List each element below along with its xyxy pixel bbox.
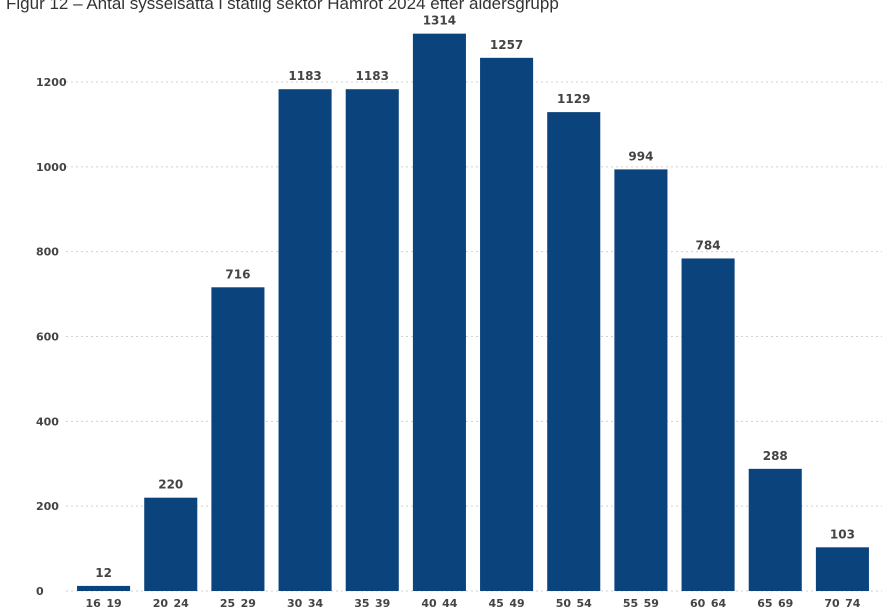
bar xyxy=(614,169,668,591)
data-label: 1314 xyxy=(423,14,456,28)
gridlines xyxy=(66,81,882,592)
data-labels: 12 220 716 1183 1183 1314 1257 1129 994 784 288 103 xyxy=(95,14,855,580)
data-label: 288 xyxy=(763,449,788,463)
x-tick-label: 25_29 xyxy=(220,597,256,607)
bar xyxy=(748,468,802,591)
x-tick-label: 70_74 xyxy=(824,597,860,607)
y-tick-label: 1200 xyxy=(36,76,67,89)
data-label: 220 xyxy=(158,478,183,492)
data-label: 1183 xyxy=(356,69,389,83)
bar xyxy=(815,547,869,591)
bar xyxy=(412,33,466,591)
data-label: 784 xyxy=(696,238,721,252)
y-tick-label: 600 xyxy=(36,331,59,344)
x-tick-label: 20_24 xyxy=(153,597,189,607)
x-tick-label: 16_19 xyxy=(86,597,122,607)
y-tick-label: 400 xyxy=(36,415,59,428)
x-tick-label: 55_59 xyxy=(623,597,659,607)
bar xyxy=(278,89,332,592)
x-tick-label: 50_54 xyxy=(556,597,592,607)
data-label: 1257 xyxy=(490,38,523,52)
chart-title: Figur 12 – Antal sysselsatta i statlig s… xyxy=(6,0,559,13)
x-axis-ticks: 16_19 20_24 25_29 30_34 35_39 40_44 45_49 50_54… xyxy=(86,597,861,607)
y-tick-label: 200 xyxy=(36,500,59,513)
y-tick-label: 0 xyxy=(36,585,44,598)
bar xyxy=(211,287,265,591)
bar xyxy=(77,585,131,591)
x-tick-label: 65_69 xyxy=(757,597,793,607)
data-label: 1183 xyxy=(288,69,321,83)
bar xyxy=(144,497,198,591)
data-label: 1129 xyxy=(557,92,590,106)
data-label: 716 xyxy=(225,267,250,281)
bar xyxy=(547,112,601,591)
data-label: 994 xyxy=(628,149,653,163)
data-label: 12 xyxy=(95,566,112,580)
y-tick-label: 1000 xyxy=(36,161,67,174)
y-tick-label: 800 xyxy=(36,246,59,259)
bar xyxy=(345,89,399,592)
bar xyxy=(681,258,735,591)
x-tick-label: 45_49 xyxy=(489,597,525,607)
x-tick-label: 30_34 xyxy=(287,597,323,607)
x-tick-label: 40_44 xyxy=(421,597,457,607)
data-label: 103 xyxy=(830,527,855,541)
x-tick-label: 35_39 xyxy=(354,597,390,607)
x-tick-label: 60_64 xyxy=(690,597,726,607)
y-axis-ticks: 0 200 400 600 800 1000 1200 xyxy=(36,76,67,598)
bars xyxy=(77,33,869,592)
bar xyxy=(480,57,534,591)
